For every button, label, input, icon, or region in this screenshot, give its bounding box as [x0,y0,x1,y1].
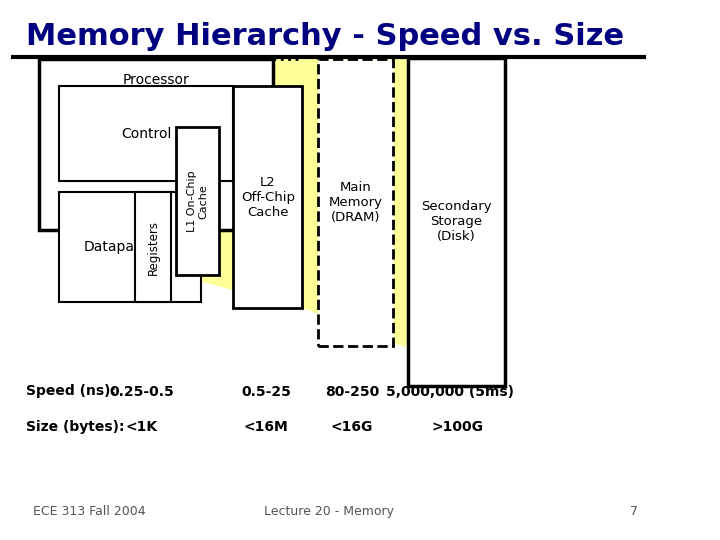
Text: 0.25-0.5: 0.25-0.5 [109,384,174,399]
Text: Memory Hierarchy - Speed vs. Size: Memory Hierarchy - Speed vs. Size [27,22,624,51]
Bar [59,86,233,181]
Text: ECE 313 Fall 2004: ECE 313 Fall 2004 [33,505,145,518]
Text: Secondary
Storage
(Disk): Secondary Storage (Disk) [421,200,492,244]
Text: 80-250: 80-250 [325,384,379,399]
Text: L2
Off-Chip
Cache: L2 Off-Chip Cache [241,176,295,219]
Bar [408,58,505,386]
Polygon shape [176,58,503,384]
Text: Control: Control [121,127,171,140]
Text: Processor: Processor [123,73,189,87]
Text: >100G: >100G [431,420,483,434]
Text: <16M: <16M [244,420,289,434]
Text: Size (bytes):: Size (bytes): [27,420,125,434]
Text: Registers: Registers [146,220,159,274]
Bar [318,59,393,346]
Text: 0.5-25: 0.5-25 [241,384,292,399]
Bar [176,127,219,275]
Bar [135,192,171,302]
Text: 5,000,000 (5ms): 5,000,000 (5ms) [387,384,514,399]
Text: Speed (ns):: Speed (ns): [27,384,117,399]
Text: 7: 7 [630,505,638,518]
Bar [40,59,273,230]
Text: Main
Memory
(DRAM): Main Memory (DRAM) [328,181,382,224]
Text: <16G: <16G [330,420,373,434]
Text: Datapath: Datapath [84,240,149,254]
Text: Lecture 20 - Memory: Lecture 20 - Memory [264,505,394,518]
Text: <1K: <1K [125,420,158,434]
Bar [233,86,302,308]
Text: L1 On-Chip
Cache: L1 On-Chip Cache [186,170,208,232]
Bar [59,192,201,302]
